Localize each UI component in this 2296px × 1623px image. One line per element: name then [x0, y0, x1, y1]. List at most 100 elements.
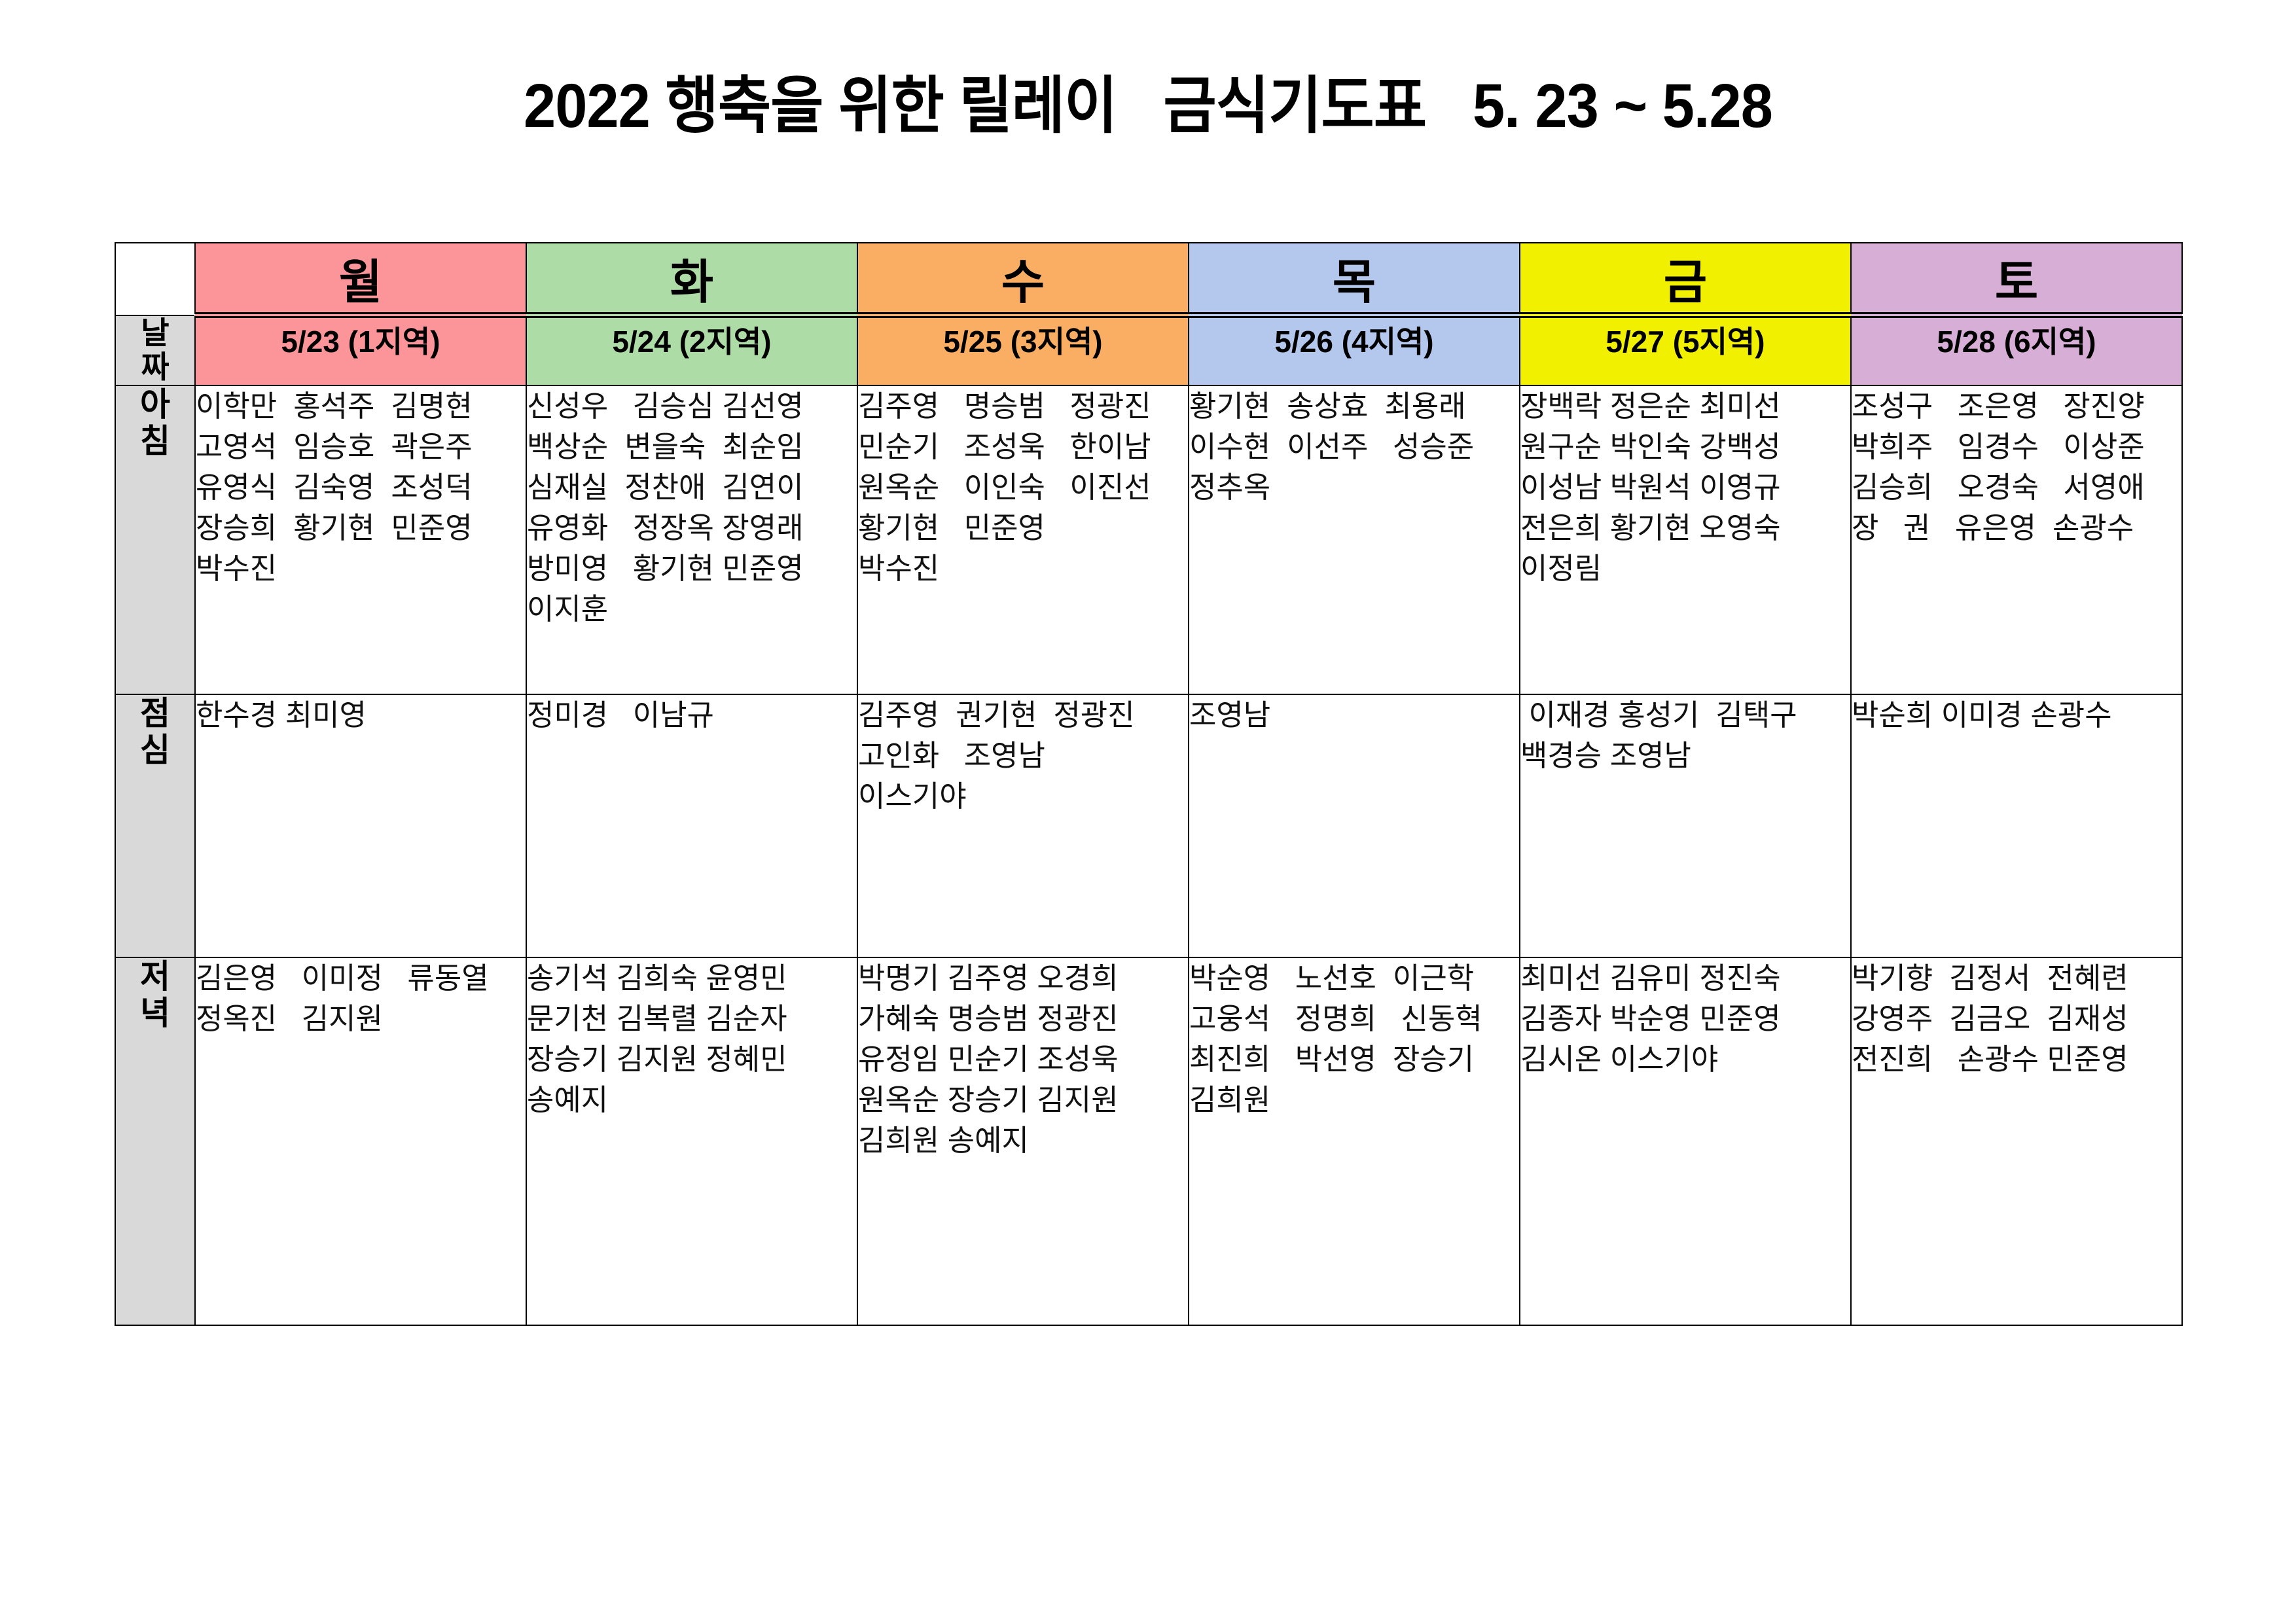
- date-cell-mon: 5/23 (1지역): [194, 314, 527, 386]
- fasting-prayer-schedule-table: 월 화 수 목 금 토 날 짜 5/23 (1지역) 5/24 (2지역) 5/…: [115, 242, 2183, 1326]
- name-line: 심재실 정찬애 김연이: [527, 470, 804, 504]
- name-line: 최진희 박선영 장승기: [1189, 1042, 1475, 1076]
- name-line: 유영식 김숙영 조성덕: [196, 470, 473, 504]
- name-line: 장승기 김지원 정혜민: [527, 1042, 787, 1076]
- name-line: 방미영 황기현 민준영: [527, 552, 804, 586]
- name-line: 정추옥: [1189, 470, 1271, 504]
- row-label-dinner-char-1: 저: [140, 957, 170, 995]
- name-line: 김희원 송예지: [858, 1124, 1029, 1158]
- name-line: 송기석 김희숙 윤영민: [527, 961, 787, 995]
- name-line: 김시온 이스기야: [1520, 1042, 1719, 1076]
- name-line: 박수진: [858, 552, 940, 586]
- name-line: 박순영 노선호 이근학: [1189, 961, 1475, 995]
- date-cell-thu: 5/26 (4지역): [1188, 314, 1520, 386]
- date-cell-tue: 5/24 (2지역): [526, 314, 858, 386]
- name-line: 박희주 임경수 이상준: [1852, 429, 2145, 463]
- name-line: 조성구 조은영 장진양: [1852, 389, 2145, 423]
- name-line: 이수현 이선주 성승준: [1189, 429, 1475, 463]
- row-label-morning-char-1: 아: [140, 385, 170, 423]
- name-line: 강영주 김금오 김재성: [1852, 1001, 2128, 1035]
- name-line: 김승희 오경숙 서영애: [1852, 470, 2145, 504]
- name-line: 백경승 조영남: [1520, 738, 1691, 772]
- name-line: 문기천 김복렬 김순자: [527, 1001, 787, 1035]
- row-label-lunch-char-1: 점: [140, 694, 170, 732]
- name-line: 박기향 김정서 전혜련: [1852, 961, 2128, 995]
- name-line: 원구순 박인숙 강백성: [1520, 429, 1781, 463]
- name-line: 이지훈: [527, 592, 609, 626]
- morning-names-tue: 신성우 김승심 김선영 백상순 변을숙 최순임 심재실 정찬애 김연이 유영화 정장옥…: [526, 384, 858, 695]
- date-cell-fri: 5/27 (5지역): [1519, 314, 1852, 386]
- weekday-header-fri: 금: [1519, 242, 1852, 318]
- name-line: 원옥순 이인숙 이진선: [858, 470, 1151, 504]
- schedule-table-wrapper: 월 화 수 목 금 토 날 짜 5/23 (1지역) 5/24 (2지역) 5/…: [115, 242, 2183, 1326]
- name-line: 조영남: [1189, 698, 1271, 732]
- name-line: 가혜숙 명승범 정광진: [858, 1001, 1119, 1035]
- date-row: 날 짜 5/23 (1지역) 5/24 (2지역) 5/25 (3지역) 5/2…: [115, 314, 2183, 386]
- row-label-morning-char-2: 침: [140, 422, 170, 459]
- morning-names-wed: 김주영 명승범 정광진 민순기 조성욱 한이남 원옥순 이인숙 이진선 황기현 민준영…: [857, 384, 1189, 695]
- dinner-names-thu: 박순영 노선호 이근학 고웅석 정명희 신동혁 최진희 박선영 장승기 김희원: [1188, 956, 1520, 1326]
- row-label-morning: 아 침: [115, 384, 196, 695]
- name-line: 전은희 황기현 오영숙: [1520, 511, 1781, 545]
- name-line: 이성남 박원석 이영규: [1520, 470, 1781, 504]
- lunch-names-mon: 한수경 최미영: [194, 693, 527, 958]
- name-line: 김주영 권기현 정광진: [858, 698, 1135, 732]
- lunch-names-thu: 조영남: [1188, 693, 1520, 958]
- name-line: 이재경 홍성기 김택구: [1520, 698, 1797, 732]
- name-line: 원옥순 장승기 김지원: [858, 1083, 1119, 1117]
- name-line: 김희원: [1189, 1083, 1271, 1117]
- name-line: 장 권 유은영 손광수: [1852, 511, 2134, 545]
- weekday-header-sat: 토: [1850, 242, 2183, 318]
- name-line: 장승희 황기현 민준영: [196, 511, 473, 545]
- name-line: 최미선 김유미 정진숙: [1520, 961, 1781, 995]
- weekday-header-mon: 월: [194, 242, 527, 318]
- name-line: 송예지: [527, 1083, 609, 1117]
- row-label-dinner: 저 녁: [115, 956, 196, 1326]
- row-label-date-char-2: 짜: [141, 349, 170, 385]
- weekday-header-row: 월 화 수 목 금 토: [115, 242, 2183, 318]
- name-line: 황기현 민준영: [858, 511, 1045, 545]
- date-cell-sat: 5/28 (6지역): [1850, 314, 2183, 386]
- name-line: 정미경 이남규: [527, 698, 714, 732]
- name-line: 유정임 민순기 조성욱: [858, 1042, 1119, 1076]
- name-line: 이학만 홍석주 김명현: [196, 389, 473, 423]
- name-line: 전진희 손광수 민준영: [1852, 1042, 2128, 1076]
- page-title: 2022 행축을 위한 릴레이 금식기도표 5. 23 ~ 5.28: [524, 71, 1773, 141]
- lunch-names-sat: 박순희 이미경 손광수: [1850, 693, 2183, 958]
- name-line: 고인화 조영남: [858, 738, 1045, 772]
- date-cell-wed: 5/25 (3지역): [857, 314, 1189, 386]
- name-line: 백상순 변을숙 최순임: [527, 429, 804, 463]
- weekday-header-tue: 화: [526, 242, 858, 318]
- row-label-lunch-char-2: 심: [140, 731, 170, 768]
- name-line: 이정림: [1520, 552, 1602, 586]
- name-line: 황기현 송상효 최용래: [1189, 389, 1466, 423]
- row-label-lunch: 점 심: [115, 693, 196, 958]
- name-line: 정옥진 김지원: [196, 1001, 383, 1035]
- weekday-header-thu: 목: [1188, 242, 1520, 318]
- name-line: 고영석 임승호 곽은주: [196, 429, 473, 463]
- name-line: 박순희 이미경 손광수: [1852, 698, 2112, 732]
- name-line: 한수경 최미영: [196, 698, 367, 732]
- name-line: 장백락 정은순 최미선: [1520, 389, 1781, 423]
- name-line: 김종자 박순영 민준영: [1520, 1001, 1781, 1035]
- name-line: 신성우 김승심 김선영: [527, 389, 804, 423]
- row-label-date: 날 짜: [115, 314, 196, 386]
- row-label-dinner-char-2: 녁: [140, 994, 170, 1031]
- name-line: 박수진: [196, 552, 278, 586]
- name-line: 이스기야: [858, 779, 967, 813]
- name-line: 박명기 김주영 오경희: [858, 961, 1119, 995]
- name-line: 김은영 이미정 류동열: [196, 961, 489, 995]
